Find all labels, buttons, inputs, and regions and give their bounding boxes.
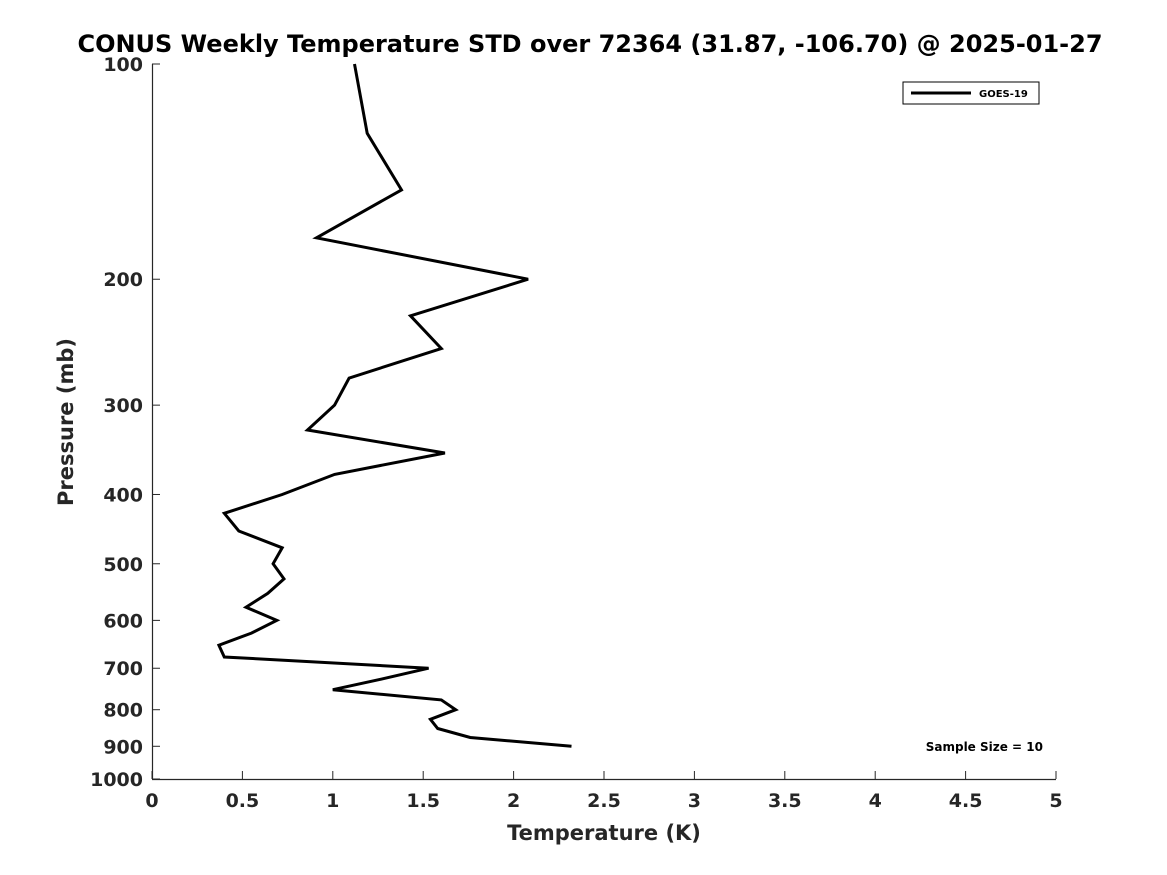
chart-title: CONUS Weekly Temperature STD over 72364 …	[77, 30, 1102, 58]
y-tick-label: 300	[103, 395, 143, 417]
sample-size-annotation: Sample Size = 10	[926, 740, 1043, 754]
x-ticks: 0 0.5 1 1.5 2 2.5 3 3.5 4 4.5 5	[145, 771, 1063, 812]
axes	[151, 64, 1056, 781]
x-tick-label: 5	[1049, 790, 1062, 812]
x-tick-label: 0	[145, 790, 158, 812]
x-tick-label: 1	[326, 790, 339, 812]
x-tick-label: 2	[507, 790, 520, 812]
x-tick-label: 4.5	[949, 790, 983, 812]
y-tick-label: 800	[103, 700, 143, 722]
series-line-goes-19	[216, 63, 572, 748]
y-tick-label: 200	[103, 269, 143, 291]
y-tick-label: 600	[103, 610, 143, 632]
legend: GOES-19	[902, 81, 1040, 105]
y-tick-label: 100	[103, 54, 143, 76]
y-ticks: 100 200 300 400 500 600 700 800 900 1000	[90, 54, 160, 791]
legend-label-goes-19: GOES-19	[979, 89, 1028, 100]
x-tick-label: 4	[869, 790, 882, 812]
y-tick-label: 500	[103, 554, 143, 576]
y-tick-label: 900	[103, 736, 143, 758]
series-layer	[216, 63, 572, 748]
y-tick-label: 1000	[90, 769, 143, 791]
x-tick-label: 3.5	[768, 790, 802, 812]
x-axis-label: Temperature (K)	[507, 821, 701, 845]
x-tick-label: 3	[688, 790, 701, 812]
y-tick-label: 400	[103, 484, 143, 506]
y-axis-label: Pressure (mb)	[54, 338, 78, 506]
y-tick-label: 700	[103, 658, 143, 680]
x-tick-label: 1.5	[406, 790, 440, 812]
x-tick-label: 2.5	[587, 790, 621, 812]
x-tick-label: 0.5	[226, 790, 260, 812]
